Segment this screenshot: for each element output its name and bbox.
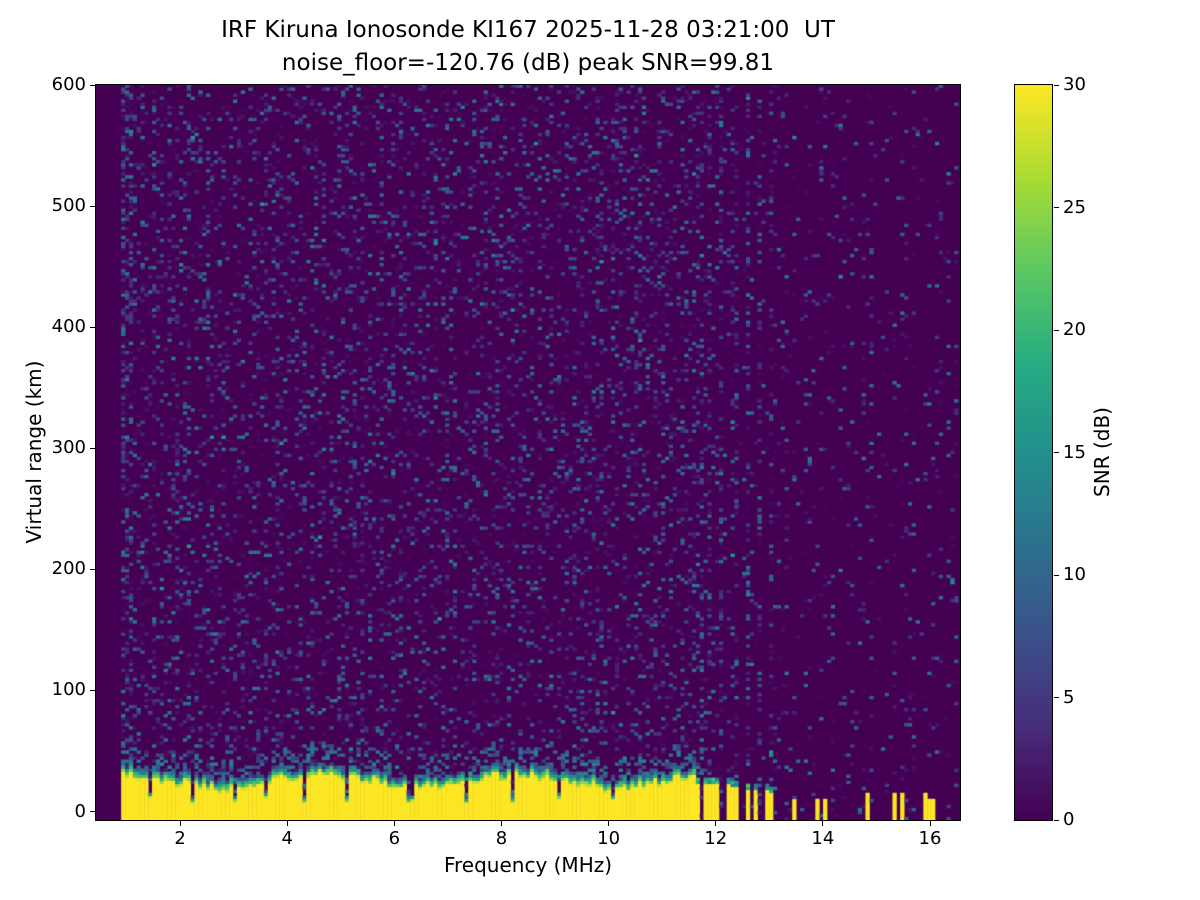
colorbar-tick-label: 20 xyxy=(1063,319,1086,340)
y-tick-mark xyxy=(90,205,95,207)
colorbar-gradient xyxy=(1014,84,1053,821)
y-tick-mark xyxy=(90,447,95,449)
heatmap-canvas xyxy=(95,84,961,821)
x-tick-label: 8 xyxy=(495,828,508,849)
x-tick-mark xyxy=(393,821,395,826)
colorbar-tick-label: 15 xyxy=(1063,441,1086,463)
y-tick-label: 100 xyxy=(51,679,86,701)
y-tick-label: 0 xyxy=(74,800,86,822)
y-tick-label: 300 xyxy=(51,437,86,459)
colorbar-tick-mark xyxy=(1054,207,1059,208)
y-tick-mark xyxy=(90,84,95,86)
x-axis-label: Frequency (MHz) xyxy=(443,853,613,877)
title-line-1: IRF Kiruna Ionosonde KI167 2025-11-28 03… xyxy=(221,17,835,43)
x-tick-label: 16 xyxy=(918,828,942,849)
title-line-2: noise_floor=-120.76 (dB) peak SNR=99.81 xyxy=(281,50,775,76)
y-tick-label: 600 xyxy=(51,74,86,95)
y-tick-mark xyxy=(90,326,95,328)
y-tick-mark xyxy=(90,568,95,570)
y-tick-label: 500 xyxy=(51,195,86,217)
y-tick-label: 200 xyxy=(51,558,86,580)
colorbar-tick-mark xyxy=(1054,819,1059,821)
colorbar-tick-label: 25 xyxy=(1063,196,1086,218)
colorbar-tick-label: 5 xyxy=(1063,686,1075,708)
x-tick-mark xyxy=(929,821,931,826)
colorbar-tick-mark xyxy=(1054,574,1059,576)
colorbar-tick-label: 0 xyxy=(1063,809,1075,830)
y-tick-mark xyxy=(90,811,95,813)
x-tick-mark xyxy=(715,821,717,826)
x-tick-label: 12 xyxy=(704,828,728,849)
x-tick-mark xyxy=(179,821,181,826)
colorbar-tick-mark xyxy=(1054,329,1059,331)
chart-title: IRF Kiruna Ionosonde KI167 2025-11-28 03… xyxy=(96,14,960,80)
x-tick-mark xyxy=(286,821,288,826)
colorbar-tick-mark xyxy=(1054,84,1059,86)
x-tick-label: 6 xyxy=(388,828,401,849)
colorbar-tick-label: 30 xyxy=(1063,74,1086,95)
x-tick-label: 4 xyxy=(281,828,293,849)
colorbar-tick-mark xyxy=(1054,697,1059,698)
x-tick-mark xyxy=(822,821,824,826)
x-tick-label: 2 xyxy=(174,828,186,849)
colorbar-tick-label: 10 xyxy=(1063,564,1086,585)
x-tick-label: 10 xyxy=(597,828,621,849)
colorbar-tick-mark xyxy=(1054,452,1059,453)
x-tick-mark xyxy=(608,821,610,826)
x-tick-label: 14 xyxy=(811,828,835,849)
y-tick-label: 400 xyxy=(51,316,86,338)
x-tick-mark xyxy=(500,821,502,826)
y-tick-mark xyxy=(90,689,95,691)
